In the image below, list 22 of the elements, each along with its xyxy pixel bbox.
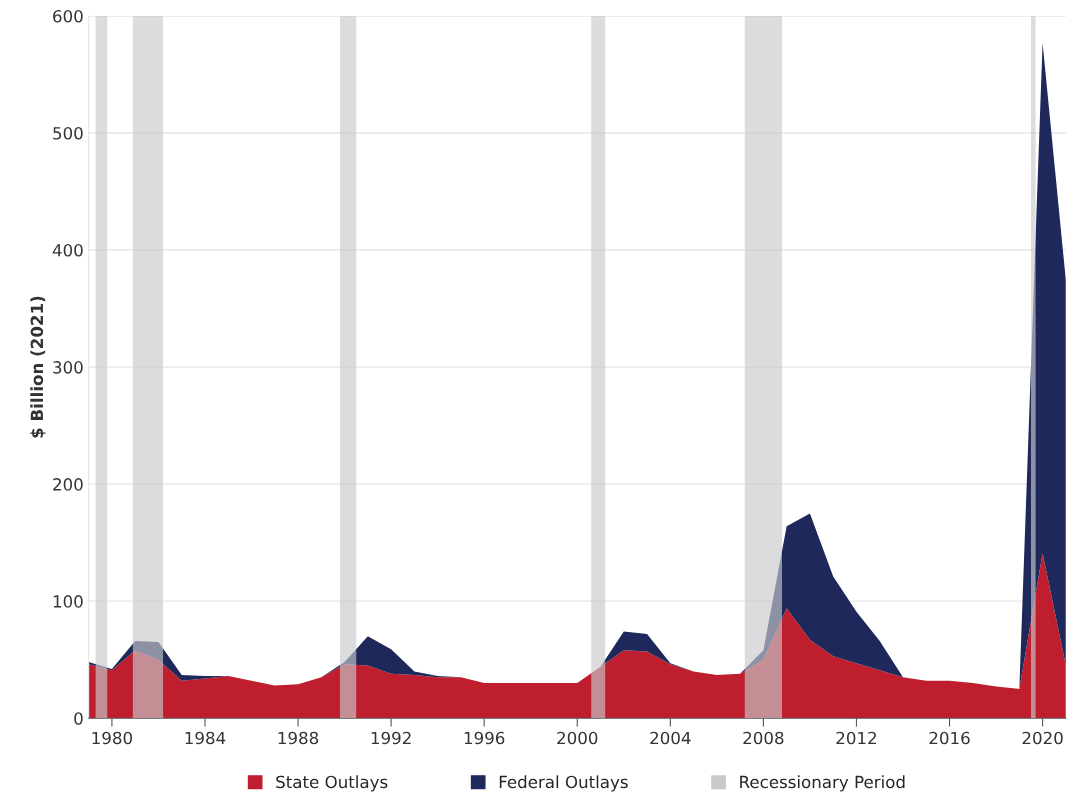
x-tick-label: 2012 (836, 731, 876, 745)
x-tick-label: 1992 (371, 731, 411, 745)
x-tick-label: 2000 (557, 731, 598, 745)
x-tick-label: 2004 (650, 731, 691, 745)
y-axis-title: $ Billion (2021) (30, 296, 46, 438)
x-tick-label: 1996 (464, 731, 505, 745)
y-tick-label: 400 (52, 244, 83, 257)
y-tick-label: 600 (53, 9, 83, 23)
x-tick-label: 1984 (185, 731, 226, 745)
x-tick-label: 1988 (278, 731, 319, 745)
legend-label: Recessionary Period (740, 775, 905, 792)
x-tick-label: 2008 (743, 731, 784, 745)
y-tick-label: 300 (53, 361, 83, 374)
x-tick-label: 2016 (929, 731, 970, 745)
x-tick-label: 1980 (92, 731, 133, 745)
legend-label: Federal Outlays (499, 775, 628, 792)
y-tick-label: 200 (53, 478, 83, 491)
x-tick-label: 2020 (1022, 731, 1063, 745)
y-tick-label: 0 (74, 712, 83, 725)
legend-label: State Outlays (276, 775, 388, 792)
y-tick-label: 500 (53, 126, 83, 140)
y-tick-label: 100 (53, 595, 83, 608)
